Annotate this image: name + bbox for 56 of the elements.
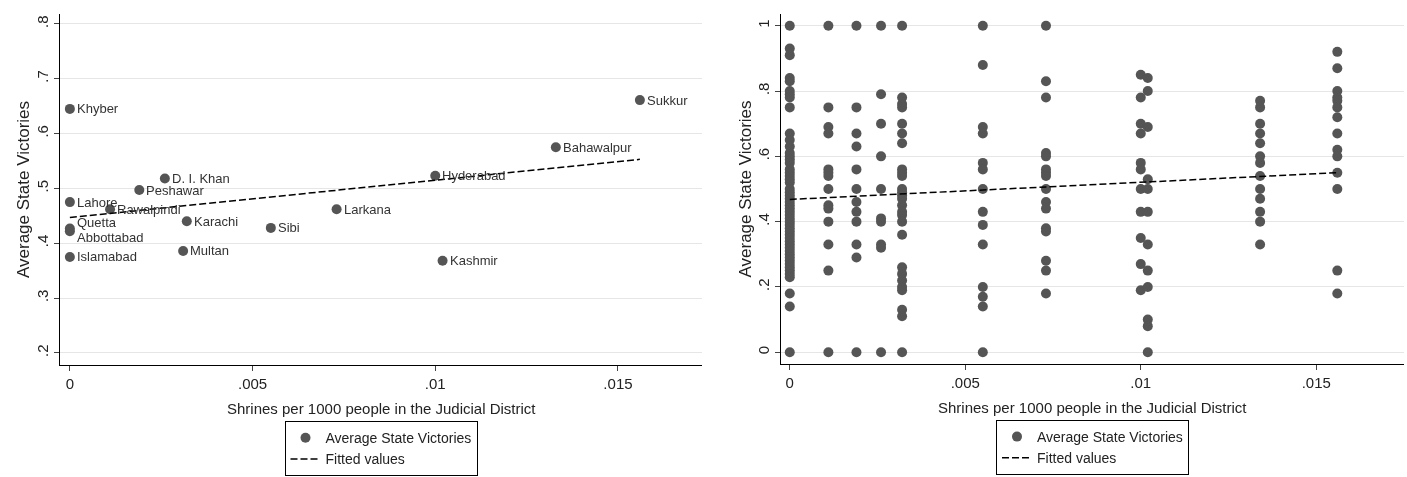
y-axis-title: Average State Victories xyxy=(735,100,755,278)
x-axis-title: Shrines per 1000 people in the Judicial District xyxy=(938,399,1248,416)
point xyxy=(634,95,645,106)
x-tick-label: .015 xyxy=(1301,374,1331,391)
point xyxy=(550,142,561,153)
x-tick-label: 0 xyxy=(65,375,75,392)
y-tick-label: .8 xyxy=(755,82,772,96)
point xyxy=(134,185,145,196)
point xyxy=(437,255,448,266)
y-tick-label: .7 xyxy=(34,70,51,83)
y-tick-label: .6 xyxy=(34,125,51,138)
point xyxy=(64,251,75,262)
x-tick-label: .01 xyxy=(424,375,446,392)
point xyxy=(430,170,441,181)
y-tick-label: .6 xyxy=(755,147,772,161)
point xyxy=(331,204,342,215)
x-tick-label: .005 xyxy=(237,375,268,392)
x-tick-label: .005 xyxy=(950,374,980,391)
annotation: Lahore xyxy=(77,195,118,210)
annotation: Kashmir xyxy=(450,253,499,268)
x-tick-label: 0 xyxy=(785,374,794,391)
y-tick-label: .4 xyxy=(34,234,51,248)
annotation: Multan xyxy=(190,243,230,258)
point xyxy=(64,103,75,114)
annotation: Sibi xyxy=(278,220,300,235)
annotation: D. I. Khan xyxy=(172,171,230,186)
y-tick-label: .4 xyxy=(755,213,772,226)
point xyxy=(265,222,276,233)
y-tick-label: .3 xyxy=(34,289,51,303)
point xyxy=(178,245,189,256)
annotation: Khyber xyxy=(77,101,119,116)
x-axis-title: Shrines per 1000 people in the Judicial District xyxy=(227,400,537,417)
y-tick-label: 0 xyxy=(755,345,772,355)
point xyxy=(159,173,170,184)
legend-label: Average State Victories xyxy=(1037,429,1183,446)
y-tick-label: .8 xyxy=(34,15,51,28)
legend-label: Fitted values xyxy=(325,451,405,468)
y-tick-label: 1 xyxy=(755,19,772,28)
y-tick-label: .2 xyxy=(755,278,772,291)
annotation: Islamabad xyxy=(77,249,137,264)
annotation: Karachi xyxy=(194,214,239,229)
x-tick-label: .01 xyxy=(1130,374,1152,391)
legend-label: Fitted values xyxy=(1037,450,1117,467)
x-tick-label: .015 xyxy=(603,375,633,392)
point xyxy=(64,197,75,208)
annotation: Bahawalpur xyxy=(563,140,633,155)
y-axis-title: Average State Victories xyxy=(14,100,33,278)
annotation: Larkana xyxy=(344,202,392,217)
y-tick-label: .5 xyxy=(34,179,51,193)
annotation: Quetta xyxy=(77,215,117,230)
legend-label: Average State Victories xyxy=(325,430,472,447)
y-tick-label: .2 xyxy=(34,344,51,357)
point xyxy=(181,216,192,227)
annotation: Abbottabad xyxy=(77,230,144,245)
annotation: Sukkur xyxy=(647,93,689,108)
annotation: Peshawar xyxy=(146,183,205,198)
